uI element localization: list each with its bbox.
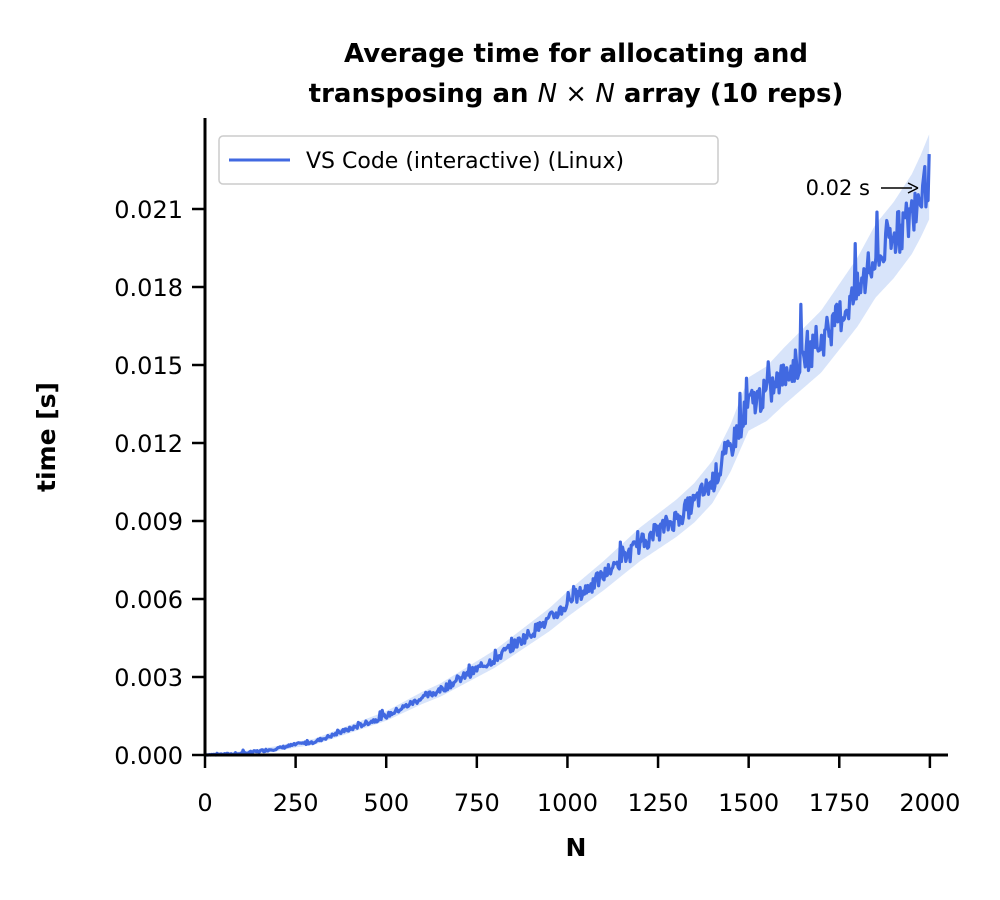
x-tick-label: 1500 <box>718 789 779 817</box>
y-tick-label: 0.006 <box>114 586 183 614</box>
y-tick-label: 0.018 <box>114 274 183 302</box>
x-tick-label: 250 <box>273 789 319 817</box>
x-tick-label: 500 <box>363 789 409 817</box>
x-tick-label: 1000 <box>537 789 598 817</box>
x-tick-label: 1250 <box>628 789 689 817</box>
x-tick-label: 1750 <box>809 789 870 817</box>
x-axis-label: N <box>566 833 587 862</box>
x-tick-label: 0 <box>197 789 212 817</box>
x-tick-label: 750 <box>454 789 500 817</box>
error-band <box>205 134 930 756</box>
chart-title-line2: transposing an N × N array (10 reps) <box>309 79 844 109</box>
y-tick-label: 0.012 <box>114 430 183 458</box>
legend-box <box>218 135 719 185</box>
y-axis-label: time [s] <box>32 382 61 492</box>
series-line-layer <box>204 154 931 757</box>
y-tick-label: 0.009 <box>114 508 183 536</box>
y-tick-label: 0.015 <box>114 352 183 380</box>
legend-label: VS Code (interactive) (Linux) <box>306 149 624 174</box>
x-tick-label: 2000 <box>899 789 960 817</box>
ticks-layer: 0 250 500 750 1000 1250 1500 1750 2000 0.000 0.003… <box>114 196 960 817</box>
legend: VS Code (interactive) (Linux) <box>218 135 719 185</box>
error-band-layer <box>205 134 930 756</box>
annotation: 0.02 s <box>806 176 919 200</box>
chart-title-line1: Average time for allocating and <box>344 39 808 69</box>
y-tick-label: 0.000 <box>114 742 183 770</box>
series-line <box>204 154 931 757</box>
y-tick-label: 0.021 <box>114 196 183 224</box>
annotation-text: 0.02 s <box>806 176 870 200</box>
annotation-arrowhead <box>907 182 919 194</box>
y-tick-label: 0.003 <box>114 664 183 692</box>
